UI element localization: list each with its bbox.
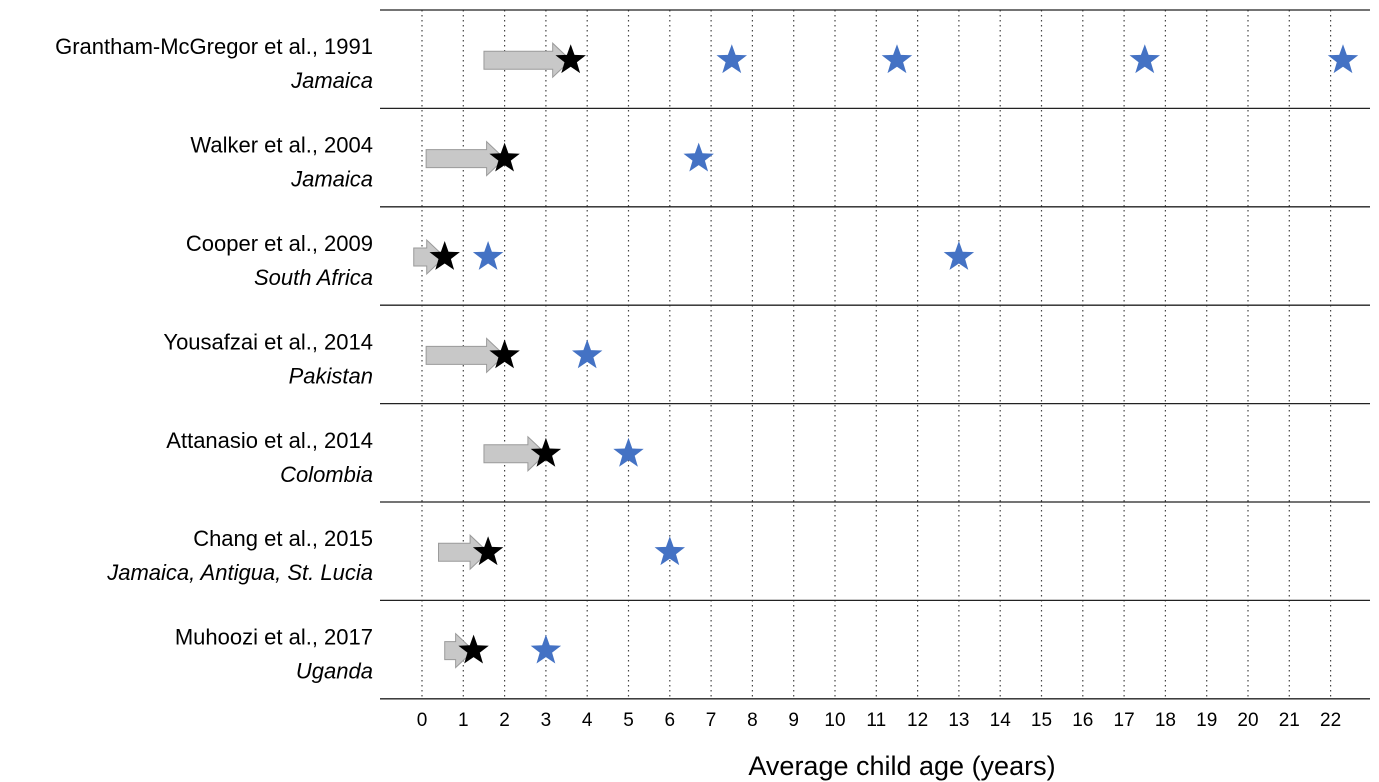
x-tick-label: 20 — [1237, 710, 1258, 731]
end-of-intervention-star — [555, 44, 586, 74]
x-tick-label: 17 — [1114, 710, 1135, 731]
end-of-intervention-star — [489, 339, 520, 369]
x-tick-label: 8 — [747, 710, 758, 731]
intervention-arrow — [483, 435, 547, 472]
x-tick-label: 6 — [665, 710, 676, 731]
x-tick-label: 18 — [1155, 710, 1176, 731]
x-tick-label: 14 — [990, 710, 1012, 731]
x-axis: 0 1 2 3 4 5 6 7 8 9 10 11 12 13 14 15 16 17 18 19 20 21 22 — [417, 710, 1341, 731]
follow-up-star — [613, 437, 644, 467]
x-tick-label: 1 — [458, 710, 469, 731]
study-name: Chang et al., 2015 — [193, 526, 373, 551]
study-name: Cooper et al., 2009 — [186, 231, 373, 256]
x-tick-label: 12 — [907, 710, 928, 731]
x-tick-label: 21 — [1279, 710, 1300, 731]
follow-up-star — [683, 142, 714, 172]
x-tick-label: 19 — [1196, 710, 1217, 731]
x-axis-title: Average child age (years) — [748, 751, 1055, 781]
follow-up-star — [943, 241, 975, 270]
study-name: Muhoozi et al., 2017 — [175, 625, 373, 650]
chart-marks — [413, 42, 1359, 669]
x-tick-label: 16 — [1072, 710, 1093, 731]
intervention-arrow — [438, 534, 489, 571]
study-country: Colombia — [280, 462, 373, 487]
end-of-intervention-star — [429, 241, 460, 270]
study-name: Yousafzai et al., 2014 — [163, 329, 373, 354]
follow-up-star — [1327, 44, 1359, 74]
intervention-arrow — [413, 238, 446, 276]
end-of-intervention-star — [458, 634, 489, 664]
x-tick-label: 5 — [623, 710, 634, 731]
follow-up-star — [530, 634, 562, 664]
x-tick-label: 22 — [1320, 710, 1341, 731]
x-tick-label: 0 — [417, 710, 428, 731]
follow-up-star — [716, 44, 747, 74]
study-country: Pakistan — [289, 363, 373, 388]
intervention-arrow — [444, 632, 475, 669]
x-tick-label: 3 — [541, 710, 552, 731]
study-country: Jamaica — [290, 68, 373, 93]
intervention-arrow — [483, 42, 572, 79]
intervention-arrow — [425, 337, 506, 374]
grid-lines — [421, 10, 1332, 699]
x-tick-label: 7 — [706, 710, 717, 731]
end-of-intervention-star — [530, 437, 562, 467]
intervention-arrow — [425, 140, 506, 177]
study-name: Attanasio et al., 2014 — [166, 428, 373, 453]
follow-up-star — [1129, 44, 1160, 74]
follow-up-star — [572, 339, 603, 369]
follow-up-star — [881, 44, 913, 74]
study-country: Jamaica — [290, 167, 373, 192]
follow-up-star — [472, 241, 504, 270]
study-name: Grantham-McGregor et al., 1991 — [55, 34, 373, 59]
x-tick-label: 4 — [582, 710, 593, 731]
x-tick-label: 9 — [788, 710, 799, 731]
x-tick-label: 13 — [948, 710, 969, 731]
study-country: South Africa — [254, 265, 373, 290]
x-tick-label: 15 — [1031, 710, 1052, 731]
study-name: Walker et al., 2004 — [190, 133, 373, 158]
x-tick-label: 2 — [499, 710, 510, 731]
row-separators — [380, 9, 1370, 700]
study-country: Uganda — [296, 659, 373, 684]
end-of-intervention-star — [472, 536, 504, 566]
end-of-intervention-star — [489, 142, 520, 172]
x-tick-label: 11 — [866, 710, 886, 731]
x-tick-label: 10 — [824, 710, 845, 731]
follow-up-star — [654, 536, 685, 566]
study-labels: Grantham-McGregor et al., 1991 Jamaica Wal… — [55, 34, 373, 683]
study-country: Jamaica, Antigua, St. Lucia — [106, 560, 373, 585]
